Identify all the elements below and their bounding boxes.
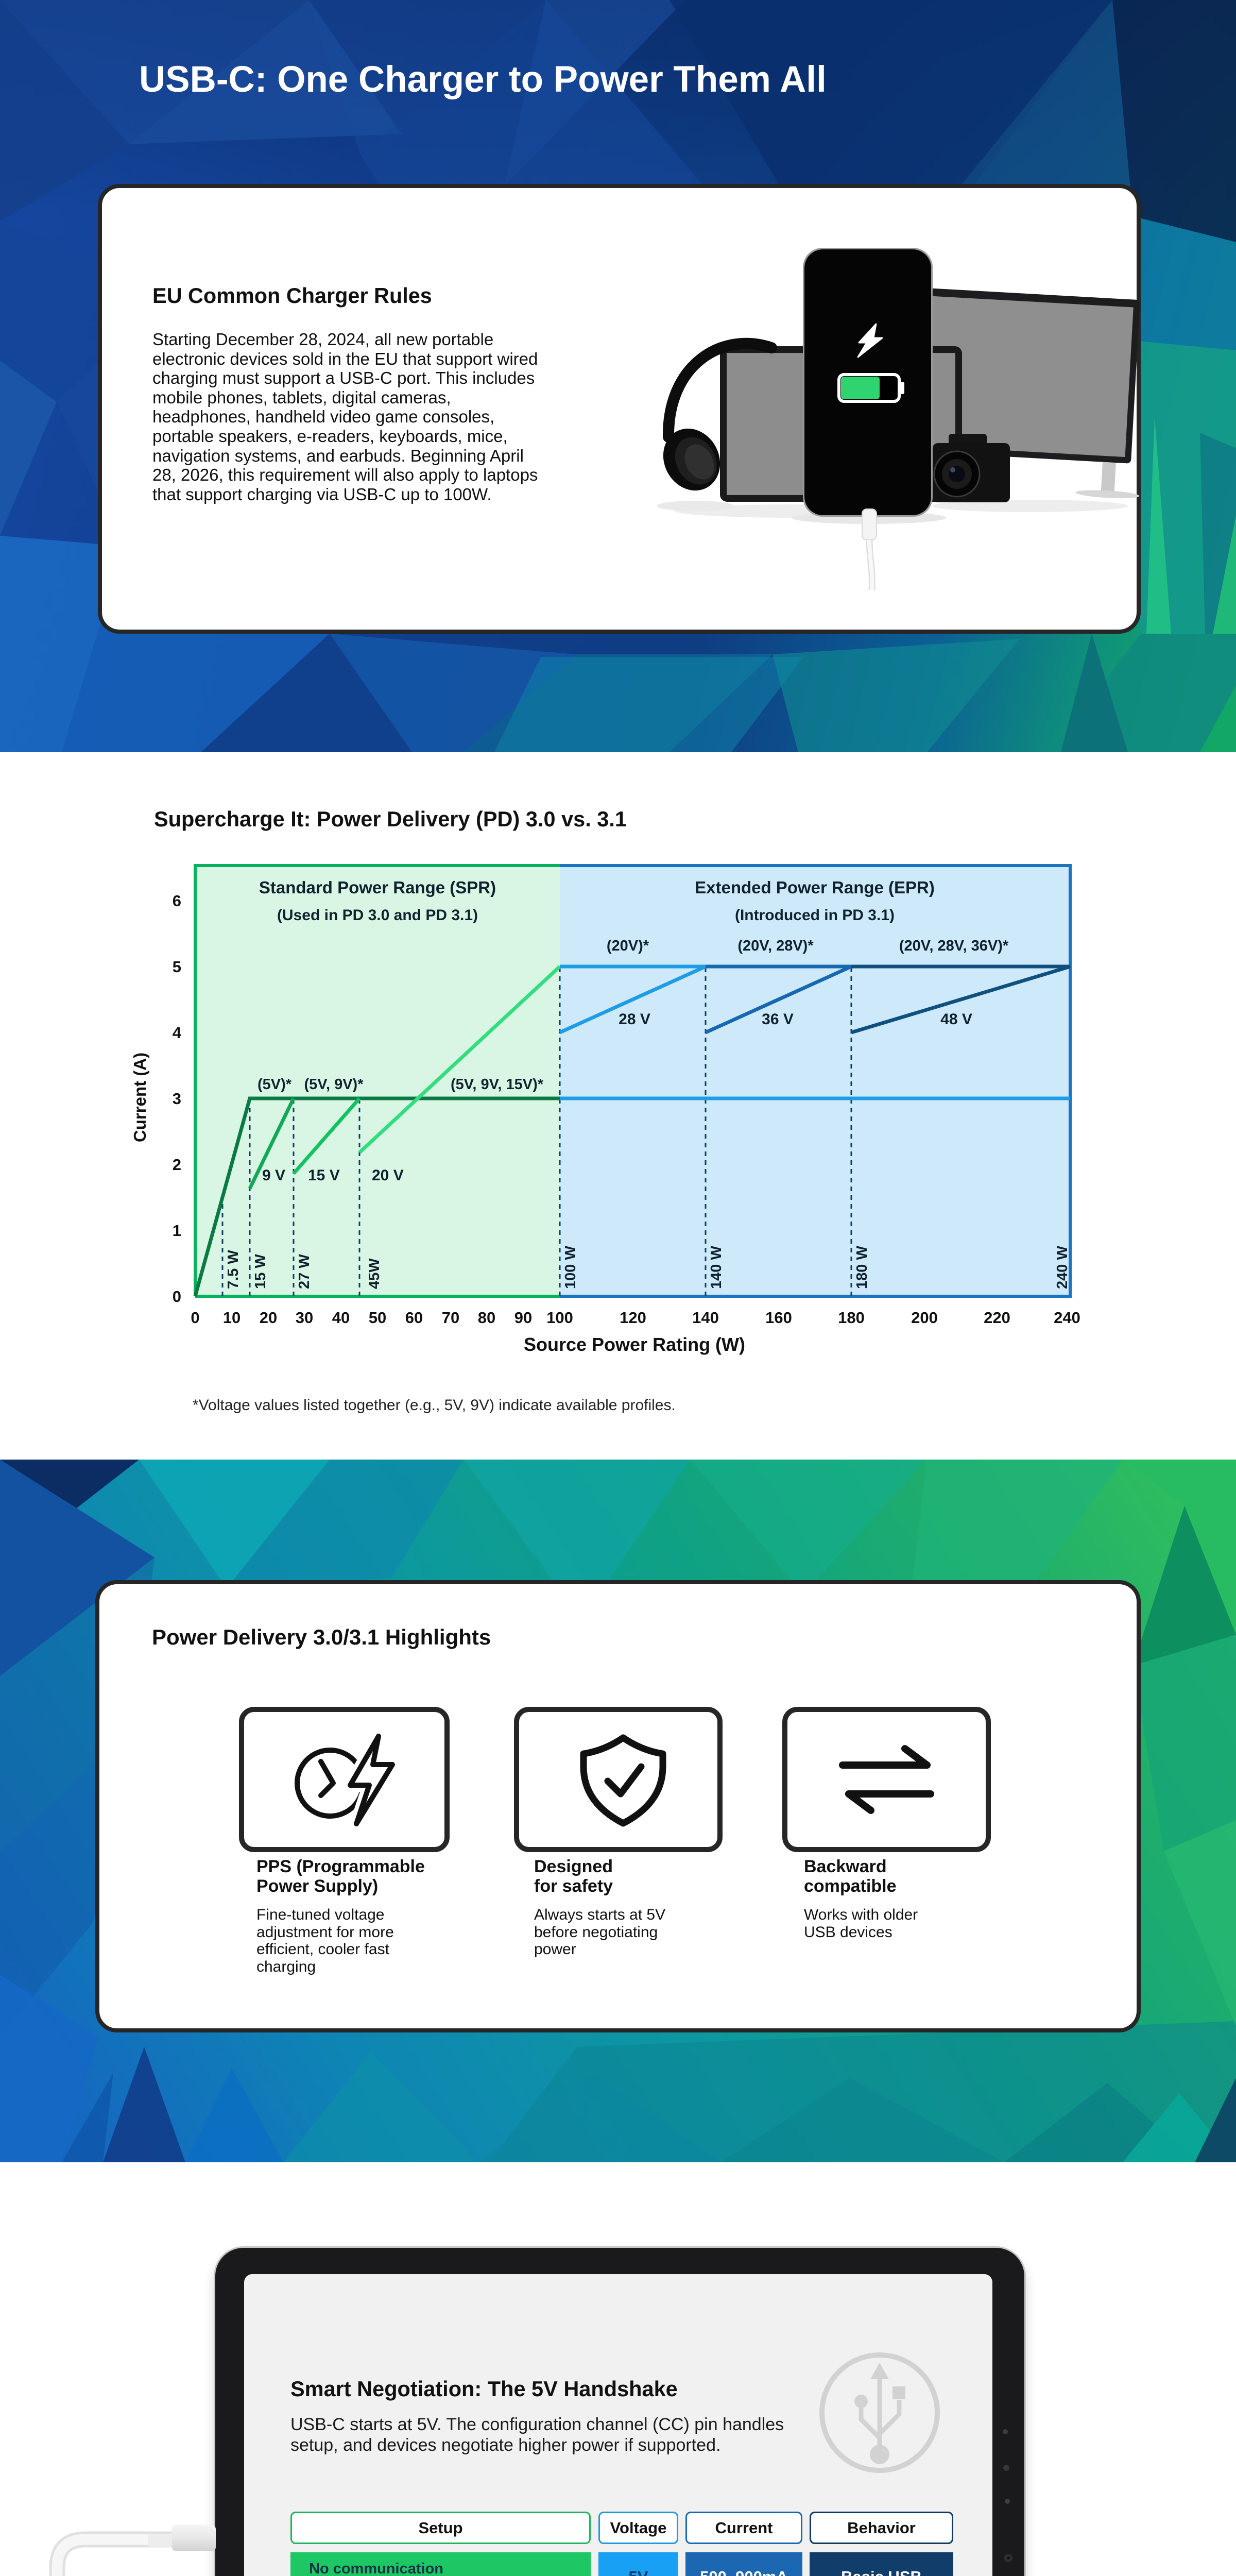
svg-text:180: 180 [838, 1309, 865, 1327]
svg-text:180 W: 180 W [854, 1246, 870, 1289]
svg-text:140 W: 140 W [708, 1246, 725, 1289]
svg-text:200: 200 [911, 1309, 938, 1327]
svg-text:3: 3 [173, 1090, 181, 1108]
svg-text:15 V: 15 V [308, 1167, 340, 1184]
svg-text:50: 50 [369, 1309, 386, 1327]
svg-text:90: 90 [514, 1309, 532, 1327]
svg-text:10: 10 [223, 1309, 241, 1327]
svg-text:9 V: 9 V [262, 1167, 285, 1184]
svg-text:(20V)*: (20V)* [607, 938, 649, 954]
svg-text:15 W: 15 W [252, 1254, 269, 1289]
svg-text:120: 120 [620, 1309, 646, 1327]
svg-text:2: 2 [173, 1156, 181, 1174]
svg-text:48 V: 48 V [940, 1011, 972, 1028]
svg-text:28 V: 28 V [619, 1011, 650, 1028]
svg-text:20 V: 20 V [372, 1167, 404, 1184]
svg-text:100: 100 [546, 1309, 573, 1327]
svg-text:(20V, 28V, 36V)*: (20V, 28V, 36V)* [899, 938, 1009, 954]
svg-text:140: 140 [692, 1309, 719, 1327]
svg-text:Extended Power Range (EPR): Extended Power Range (EPR) [695, 878, 935, 897]
svg-text:*Voltage values listed togethe: *Voltage values listed together (e.g., 5… [193, 1397, 676, 1414]
svg-text:30: 30 [296, 1309, 313, 1327]
svg-text:6: 6 [173, 892, 181, 910]
svg-text:100 W: 100 W [562, 1246, 579, 1289]
svg-text:240: 240 [1054, 1309, 1080, 1327]
svg-text:5: 5 [173, 958, 181, 976]
svg-text:(5V, 9V)*: (5V, 9V)* [304, 1076, 364, 1093]
svg-text:36 V: 36 V [762, 1011, 794, 1028]
svg-text:Source Power Rating (W): Source Power Rating (W) [524, 1334, 745, 1355]
svg-text:240 W: 240 W [1054, 1246, 1071, 1289]
svg-text:(Introduced in PD 3.1): (Introduced in PD 3.1) [735, 907, 895, 924]
svg-text:0: 0 [173, 1287, 181, 1306]
svg-text:7.5 W: 7.5 W [225, 1250, 242, 1289]
svg-text:40: 40 [332, 1309, 350, 1327]
svg-text:27 W: 27 W [296, 1254, 313, 1289]
svg-text:20: 20 [260, 1309, 277, 1327]
svg-text:(20V, 28V)*: (20V, 28V)* [737, 938, 814, 954]
svg-text:70: 70 [442, 1309, 459, 1327]
svg-text:60: 60 [405, 1309, 423, 1327]
svg-text:Current (A): Current (A) [130, 1053, 149, 1142]
svg-text:0: 0 [191, 1309, 199, 1327]
svg-text:220: 220 [984, 1309, 1010, 1327]
svg-text:1: 1 [173, 1222, 181, 1240]
svg-text:80: 80 [478, 1309, 495, 1327]
svg-text:(Used in PD 3.0 and PD 3.1): (Used in PD 3.0 and PD 3.1) [277, 907, 478, 924]
svg-text:(5V, 9V, 15V)*: (5V, 9V, 15V)* [451, 1076, 544, 1093]
svg-text:(5V)*: (5V)* [258, 1076, 292, 1093]
svg-text:Supercharge It: Power Delivery: Supercharge It: Power Delivery (PD) 3.0 … [154, 807, 627, 831]
svg-text:160: 160 [765, 1309, 792, 1327]
svg-text:45W: 45W [366, 1258, 383, 1289]
svg-text:4: 4 [173, 1024, 182, 1042]
svg-text:Standard Power Range (SPR): Standard Power Range (SPR) [259, 878, 496, 897]
